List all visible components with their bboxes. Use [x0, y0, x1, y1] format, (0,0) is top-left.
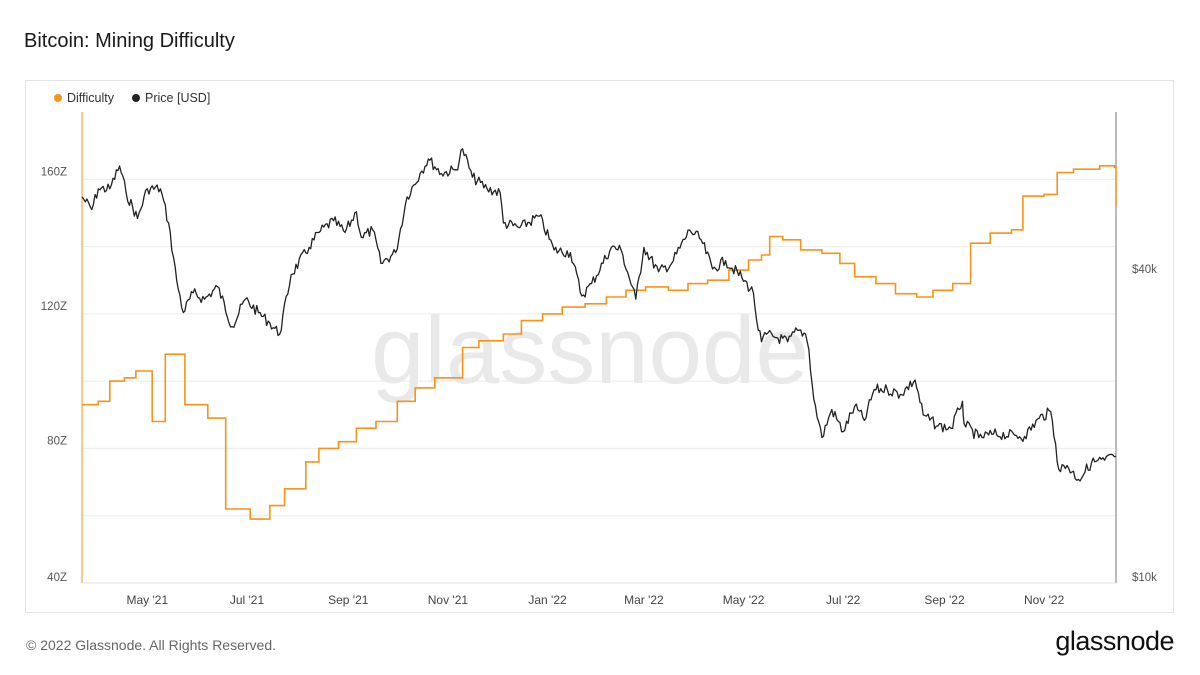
- legend-label-price: Price [USD]: [145, 91, 211, 105]
- legend-label-difficulty: Difficulty: [67, 91, 115, 105]
- left-tick-label: 120Z: [41, 301, 67, 313]
- chart-panel: [25, 80, 1174, 613]
- x-tick-label: Sep '22: [924, 593, 965, 607]
- chart-title: Bitcoin: Mining Difficulty: [24, 30, 235, 52]
- difficulty-line: [82, 165, 1117, 520]
- grid-lines: [82, 178, 1116, 517]
- right-tick-label: $40k: [1132, 264, 1157, 276]
- left-tick-label: 160Z: [41, 166, 67, 178]
- copyright-text: © 2022 Glassnode. All Rights Reserved.: [26, 637, 277, 653]
- x-tick-label: Sep '21: [328, 593, 369, 607]
- left-axis-ticks: 40Z 80Z 120Z 160Z: [41, 166, 67, 584]
- right-tick-label: $10k: [1132, 572, 1157, 584]
- x-tick-label: May '22: [723, 593, 765, 607]
- chart-legend: Difficulty Price [USD]: [54, 91, 210, 105]
- x-tick-label: Nov '22: [1024, 593, 1065, 607]
- x-tick-label: Mar '22: [624, 593, 664, 607]
- legend-item-difficulty[interactable]: Difficulty: [54, 91, 114, 105]
- x-tick-label: Jul '22: [826, 593, 861, 607]
- left-tick-label: 40Z: [47, 572, 67, 584]
- x-tick-label: Jan '22: [528, 593, 567, 607]
- x-axis-ticks: May '21 Jul '21 Sep '21 Nov '21 Jan '22 Mar '…: [127, 593, 1065, 607]
- x-tick-label: Jul '21: [230, 593, 265, 607]
- glassnode-logo[interactable]: glassnode: [1055, 626, 1174, 656]
- x-tick-label: May '21: [127, 593, 169, 607]
- x-tick-label: Nov '21: [428, 593, 469, 607]
- legend-dot-difficulty: [54, 94, 62, 102]
- price-line: [81, 148, 1117, 482]
- left-tick-label: 80Z: [47, 435, 67, 447]
- legend-item-price[interactable]: Price [USD]: [132, 91, 210, 105]
- legend-dot-price: [132, 94, 141, 102]
- difficulty-series: [82, 165, 1117, 520]
- price-series: [81, 148, 1117, 482]
- watermark: glassnode: [371, 297, 809, 404]
- right-axis-ticks: $10k $40k: [1132, 264, 1157, 584]
